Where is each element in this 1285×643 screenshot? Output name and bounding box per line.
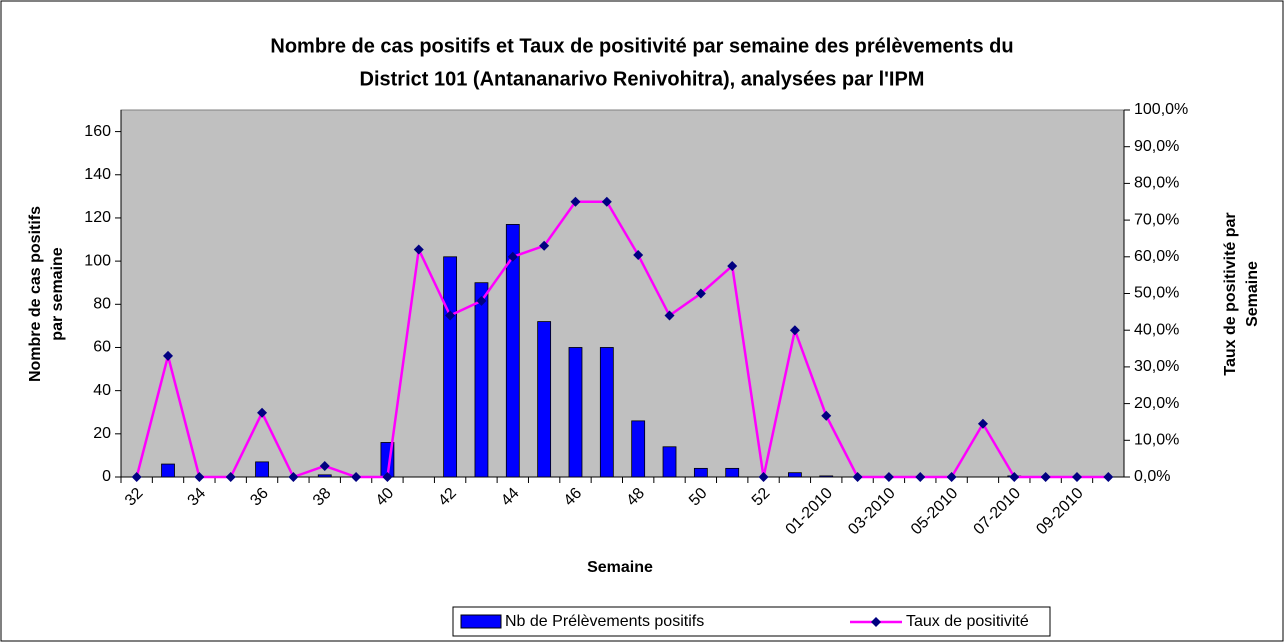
y2-tick-label: 10,0% <box>1134 432 1179 449</box>
y-tick-label: 120 <box>84 209 111 226</box>
y-tick-label: 80 <box>93 296 111 313</box>
chart-title: Nombre de cas positifs et Taux de positi… <box>270 35 1013 57</box>
legend-swatch <box>871 617 881 627</box>
marker <box>194 472 205 482</box>
marker <box>852 472 863 482</box>
y2-tick-label: 90,0% <box>1134 138 1179 155</box>
marker <box>507 251 518 262</box>
y2-tick-label: 60,0% <box>1134 248 1179 265</box>
bar <box>599 347 614 478</box>
y-tick-label: 40 <box>93 382 111 399</box>
bar <box>787 472 802 478</box>
y-tick-label: 20 <box>93 425 111 442</box>
marker <box>946 472 957 482</box>
marker <box>664 310 675 321</box>
marker <box>821 410 832 421</box>
y2-tick-label: 30,0% <box>1134 358 1179 375</box>
marker <box>1040 472 1051 482</box>
y2-axis-label: Semaine <box>1244 261 1261 327</box>
marker <box>758 472 769 482</box>
marker <box>257 407 268 418</box>
marker <box>915 472 926 482</box>
y-axis-label: par semaine <box>49 247 66 340</box>
bar <box>443 256 458 478</box>
marker <box>1071 472 1082 482</box>
marker <box>695 288 706 299</box>
marker <box>570 196 581 207</box>
y2-tick-label: 80,0% <box>1134 175 1179 192</box>
marker <box>977 418 988 429</box>
chart-title: District 101 (Antananarivo Renivohitra),… <box>360 68 925 90</box>
bar <box>693 467 708 478</box>
marker <box>539 240 550 251</box>
marker <box>789 325 800 336</box>
marker <box>633 249 644 260</box>
y-axis-label: Nombre de cas positifs <box>27 206 44 382</box>
y2-tick-label: 20,0% <box>1134 395 1179 412</box>
bar <box>255 461 269 478</box>
line <box>135 200 1109 479</box>
legend <box>452 606 1051 637</box>
y-tick-label: 100 <box>84 252 111 269</box>
bar <box>568 347 583 478</box>
bar <box>631 420 646 478</box>
bar <box>474 282 489 478</box>
legend-label: Taux de positivité <box>906 613 1029 630</box>
marker <box>883 472 894 482</box>
marker <box>1009 472 1020 482</box>
legend-swatch <box>460 614 502 629</box>
bar <box>819 475 834 478</box>
y-tick-label: 60 <box>93 339 111 356</box>
y2-axis-label: Taux de positivité par <box>1222 212 1239 375</box>
marker <box>1103 472 1114 482</box>
marker <box>476 295 487 306</box>
bar <box>317 474 332 478</box>
marker <box>382 472 393 482</box>
marker <box>351 472 362 482</box>
marker <box>288 472 299 482</box>
marker <box>131 472 142 482</box>
y-tick-label: 140 <box>84 166 111 183</box>
x-axis-label: Semaine <box>587 559 653 576</box>
y2-tick-label: 40,0% <box>1134 321 1179 338</box>
y2-tick-label: 100,0% <box>1134 101 1188 118</box>
y2-tick-label: 50,0% <box>1134 285 1179 302</box>
bar <box>161 463 175 478</box>
marker <box>413 244 424 255</box>
marker <box>225 472 236 482</box>
y2-tick-label: 0,0% <box>1134 468 1170 485</box>
bar <box>537 321 552 478</box>
plot-area <box>120 109 1125 478</box>
bar <box>505 224 520 478</box>
y-tick-label: 0 <box>102 468 111 485</box>
marker <box>601 196 612 207</box>
marker <box>163 350 174 361</box>
bar <box>725 467 740 478</box>
y2-tick-label: 70,0% <box>1134 211 1179 228</box>
marker <box>319 460 330 471</box>
legend-label: Nb de Prélèvements positifs <box>505 613 704 630</box>
marker <box>445 310 456 321</box>
y-tick-label: 160 <box>84 123 111 140</box>
marker <box>727 260 738 271</box>
bar <box>662 446 677 478</box>
